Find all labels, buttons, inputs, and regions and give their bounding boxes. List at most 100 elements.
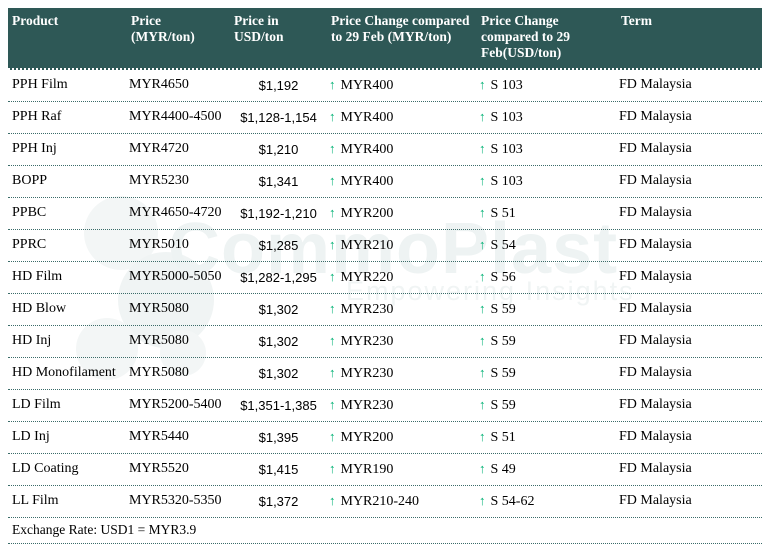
cell-price-myr: MYR5080 [129, 365, 189, 381]
cell-price-myr: MYR4720 [129, 141, 189, 157]
table-row: LL Film MYR5320-5350 $1,372 ↑ MYR210-240 … [8, 486, 762, 518]
exchange-rate-note: Exchange Rate: USD1 = MYR3.9 [8, 518, 762, 544]
change-myr-value: MYR200 [340, 205, 394, 221]
cell-change-myr: ↑ MYR210 [327, 237, 477, 254]
cell-change-myr: ↑ MYR190 [327, 461, 477, 478]
cell-price-usd: $1,372 [258, 493, 299, 509]
cell-price-myr: MYR5320-5350 [129, 493, 222, 509]
cell-change-usd: ↑ S 59 [477, 333, 617, 350]
table-row: LD Film MYR5200-5400 $1,351-1,385 ↑ MYR23… [8, 390, 762, 422]
up-arrow-icon: ↑ [329, 108, 336, 124]
cell-term: FD Malaysia [619, 365, 692, 381]
cell-price-myr: MYR5440 [129, 429, 189, 445]
cell-term: FD Malaysia [619, 429, 692, 445]
cell-price-myr: MYR4400-4500 [129, 109, 222, 125]
change-myr-value: MYR400 [340, 141, 394, 157]
cell-price-myr: MYR5520 [129, 461, 189, 477]
up-arrow-icon: ↑ [479, 76, 486, 92]
up-arrow-icon: ↑ [479, 236, 486, 252]
cell-price-usd: $1,192 [258, 77, 299, 93]
cell-term: FD Malaysia [619, 109, 692, 125]
change-usd-value: S 59 [490, 301, 516, 317]
change-myr-value: MYR400 [340, 77, 394, 93]
table-row: PPRC MYR5010 $1,285 ↑ MYR210 ↑ S 54 FD Mal… [8, 230, 762, 262]
cell-term: FD Malaysia [619, 237, 692, 253]
cell-term: FD Malaysia [619, 269, 692, 285]
cell-price-myr: MYR5000-5050 [129, 269, 222, 285]
price-table: Product Price (MYR/ton) Price in USD/ton… [8, 8, 762, 544]
cell-price-usd: $1,415 [258, 461, 299, 477]
cell-term: FD Malaysia [619, 493, 692, 509]
cell-price-usd: $1,302 [258, 301, 299, 317]
cell-change-myr: ↑ MYR200 [327, 205, 477, 222]
cell-change-usd: ↑ S 54-62 [477, 493, 617, 510]
column-header-price-change-myr: Price Change compared to 29 Feb (MYR/ton… [331, 13, 470, 45]
cell-change-myr: ↑ MYR400 [327, 173, 477, 190]
cell-product: LD Film [12, 397, 61, 413]
change-usd-value: S 49 [490, 461, 516, 477]
cell-price-usd: $1,341 [258, 173, 299, 189]
up-arrow-icon: ↑ [479, 364, 486, 380]
change-myr-value: MYR230 [340, 365, 394, 381]
cell-product: PPRC [12, 237, 47, 253]
cell-price-usd: $1,128-1,154 [240, 109, 317, 125]
up-arrow-icon: ↑ [479, 204, 486, 220]
up-arrow-icon: ↑ [329, 460, 336, 476]
cell-change-myr: ↑ MYR400 [327, 141, 477, 158]
change-usd-value: S 51 [490, 205, 516, 221]
cell-change-usd: ↑ S 54 [477, 237, 617, 254]
up-arrow-icon: ↑ [329, 396, 336, 412]
cell-price-usd: $1,210 [258, 141, 299, 157]
up-arrow-icon: ↑ [329, 332, 336, 348]
up-arrow-icon: ↑ [329, 268, 336, 284]
change-usd-value: S 54-62 [490, 493, 535, 509]
cell-change-usd: ↑ S 49 [477, 461, 617, 478]
cell-change-usd: ↑ S 56 [477, 269, 617, 286]
table-row: HD Blow MYR5080 $1,302 ↑ MYR230 ↑ S 59 FD … [8, 294, 762, 326]
cell-price-myr: MYR5230 [129, 173, 189, 189]
cell-term: FD Malaysia [619, 461, 692, 477]
table-row: PPH Raf MYR4400-4500 $1,128-1,154 ↑ MYR40… [8, 102, 762, 134]
cell-term: FD Malaysia [619, 301, 692, 317]
cell-price-myr: MYR5200-5400 [129, 397, 222, 413]
table-row: PPH Film MYR4650 $1,192 ↑ MYR400 ↑ S 103 F… [8, 70, 762, 102]
change-usd-value: S 103 [490, 77, 523, 93]
cell-change-myr: ↑ MYR220 [327, 269, 477, 286]
cell-term: FD Malaysia [619, 397, 692, 413]
up-arrow-icon: ↑ [479, 140, 486, 156]
cell-price-myr: MYR4650 [129, 77, 189, 93]
cell-product: PPBC [12, 205, 47, 221]
change-usd-value: S 54 [490, 237, 516, 253]
cell-change-usd: ↑ S 59 [477, 365, 617, 382]
cell-product: BOPP [12, 173, 48, 189]
column-header-term: Term [621, 13, 652, 28]
cell-product: LD Inj [12, 429, 50, 445]
table-body: PPH Film MYR4650 $1,192 ↑ MYR400 ↑ S 103 F… [8, 70, 762, 518]
change-usd-value: S 59 [490, 397, 516, 413]
cell-price-usd: $1,192-1,210 [240, 205, 317, 221]
change-myr-value: MYR230 [340, 301, 394, 317]
change-myr-value: MYR210-240 [340, 493, 420, 509]
cell-change-myr: ↑ MYR230 [327, 397, 477, 414]
cell-change-usd: ↑ S 51 [477, 429, 617, 446]
up-arrow-icon: ↑ [329, 428, 336, 444]
cell-price-myr: MYR5010 [129, 237, 189, 253]
cell-change-usd: ↑ S 103 [477, 141, 617, 158]
up-arrow-icon: ↑ [479, 108, 486, 124]
change-usd-value: S 103 [490, 109, 523, 125]
up-arrow-icon: ↑ [329, 492, 336, 508]
cell-product: PPH Inj [12, 141, 57, 157]
change-myr-value: MYR230 [340, 333, 394, 349]
up-arrow-icon: ↑ [479, 268, 486, 284]
change-usd-value: S 56 [490, 269, 516, 285]
cell-product: PPH Film [12, 77, 68, 93]
up-arrow-icon: ↑ [329, 204, 336, 220]
column-header-price-myr: Price (MYR/ton) [131, 13, 195, 45]
cell-change-myr: ↑ MYR400 [327, 109, 477, 126]
cell-product: HD Monofilament [12, 365, 116, 381]
up-arrow-icon: ↑ [479, 300, 486, 316]
column-header-price-change-usd: Price Change compared to 29 Feb(USD/ton) [481, 13, 570, 61]
cell-change-usd: ↑ S 103 [477, 109, 617, 126]
up-arrow-icon: ↑ [329, 76, 336, 92]
change-myr-value: MYR400 [340, 173, 394, 189]
